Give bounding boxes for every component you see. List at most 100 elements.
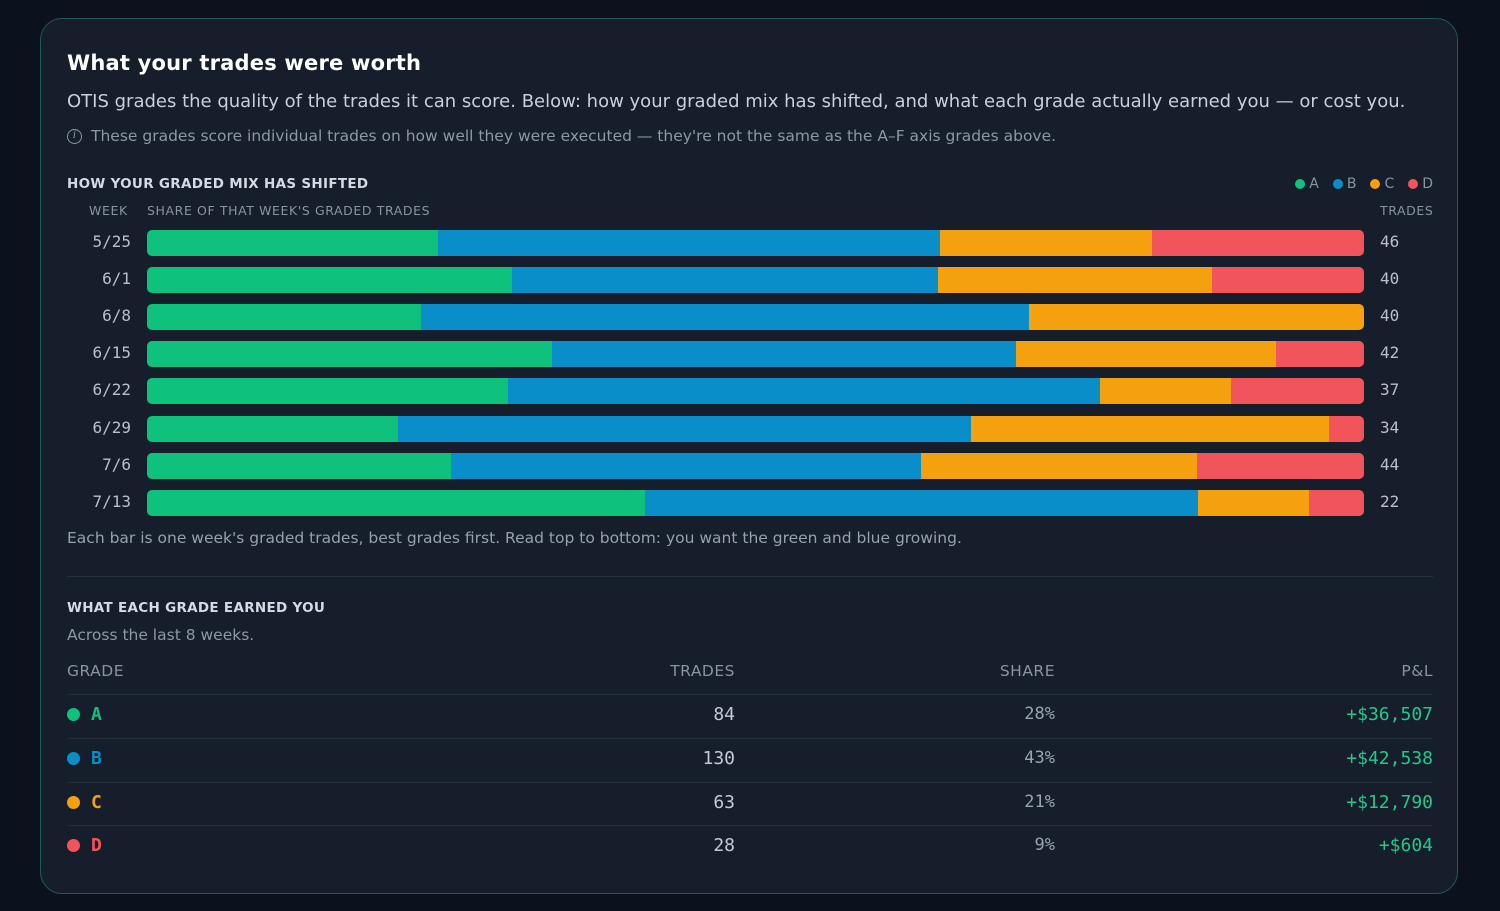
bar-segment-c <box>1099 378 1232 405</box>
header-share: SHARE <box>999 662 1055 680</box>
week-trade-count: 46 <box>1380 232 1400 251</box>
grade-label: C <box>91 791 102 813</box>
week-label: 6/1 <box>102 269 131 289</box>
grade-pnl: +$36,507 <box>1346 704 1433 725</box>
bar-segment-b <box>552 341 1016 368</box>
week-trade-count: 42 <box>1380 343 1400 363</box>
section-divider <box>67 576 1433 577</box>
week-label: 5/25 <box>92 232 131 251</box>
bar-segment-d <box>1328 415 1364 442</box>
bar-segment-d <box>1152 230 1364 256</box>
week-label: 6/22 <box>92 380 131 400</box>
col-week-label: WEEK <box>89 203 128 218</box>
grade-dot <box>67 751 80 765</box>
legend-item-b: B <box>1332 176 1357 192</box>
grade-label: D <box>91 835 102 857</box>
legend-dot-b <box>1332 179 1343 189</box>
bar-segment-c <box>1029 304 1364 331</box>
legend-label-c: C <box>1384 176 1395 192</box>
week-bar <box>147 489 1364 516</box>
legend-dot-a <box>1295 179 1306 189</box>
bar-segment-a <box>147 267 513 294</box>
legend-label-d: D <box>1422 176 1433 192</box>
week-bar <box>147 378 1364 405</box>
bar-segment-c <box>970 415 1329 442</box>
bar-segment-d <box>1231 378 1364 405</box>
grade-trades: 28 <box>713 835 735 857</box>
row-divider <box>67 694 1433 695</box>
bar-segment-b <box>397 415 971 442</box>
week-trade-count: 37 <box>1380 380 1400 400</box>
legend-dot-d <box>1408 179 1419 189</box>
week-bar <box>147 341 1364 368</box>
bar-segment-a <box>147 341 553 368</box>
earned-section-sub: Across the last 8 weeks. <box>67 626 255 644</box>
bar-segment-a <box>147 230 438 256</box>
header-trades: TRADES <box>670 662 735 680</box>
bar-segment-d <box>1211 267 1364 294</box>
grade-trades: 63 <box>713 791 735 813</box>
grade-trades: 84 <box>713 704 735 725</box>
grade-dot <box>67 839 80 853</box>
col-share-label: SHARE OF THAT WEEK'S GRADED TRADES <box>147 203 431 218</box>
week-trade-count: 44 <box>1380 454 1400 474</box>
week-label: 7/6 <box>102 454 131 474</box>
bar-segment-b <box>508 378 1100 405</box>
week-trade-count: 34 <box>1380 417 1400 437</box>
grade-cell: B <box>67 748 102 769</box>
grade-cell: A <box>67 704 102 725</box>
mix-section-label: How your graded mix has shifted <box>67 176 369 192</box>
grade-share: 43% <box>1024 747 1055 768</box>
grade-trades: 130 <box>702 747 735 769</box>
info-note-text: These grades score individual trades on … <box>91 127 1057 145</box>
week-label: 6/8 <box>102 306 131 326</box>
week-bar <box>147 452 1364 479</box>
bar-segment-a <box>147 304 421 331</box>
info-note: i These grades score individual trades o… <box>67 127 1056 145</box>
grade-dot <box>67 708 80 721</box>
week-bar <box>147 267 1364 294</box>
header-pnl: P&L <box>1401 662 1433 680</box>
bar-segment-b <box>512 267 939 294</box>
bar-segment-c <box>938 267 1212 294</box>
bar-segment-b <box>420 304 1030 331</box>
bar-segment-d <box>1309 489 1364 516</box>
bar-segment-b <box>437 230 941 256</box>
grade-cell: C <box>67 792 102 813</box>
grade-share: 9% <box>1034 835 1055 856</box>
row-divider <box>67 737 1433 739</box>
bar-segment-b <box>644 489 1199 516</box>
legend-item-c: C <box>1370 176 1394 192</box>
bar-segment-d <box>1197 452 1364 479</box>
grade-cell: D <box>67 835 102 856</box>
bar-segment-b <box>451 452 921 479</box>
bar-segment-d <box>1276 341 1364 368</box>
info-icon[interactable]: i <box>67 128 82 144</box>
grade-label: A <box>91 704 102 725</box>
bar-segment-a <box>147 489 645 516</box>
legend-label-a: A <box>1309 176 1319 192</box>
bar-segment-c <box>940 230 1153 256</box>
row-divider <box>67 781 1433 783</box>
card-title: What your trades were worth <box>67 51 422 75</box>
week-bar <box>147 304 1364 331</box>
bar-segment-c <box>1198 489 1310 516</box>
legend-item-d: D <box>1408 176 1433 192</box>
week-bar <box>147 415 1364 442</box>
week-label: 6/29 <box>92 417 131 437</box>
week-trade-count: 22 <box>1380 491 1400 511</box>
legend-label-b: B <box>1346 176 1357 192</box>
legend-item-a: A <box>1295 176 1319 192</box>
earned-section-label: What each grade earned you <box>67 600 326 616</box>
chart-caption: Each bar is one week's graded trades, be… <box>67 529 962 547</box>
card-subtitle: OTIS grades the quality of the trades it… <box>67 91 1406 112</box>
bar-segment-a <box>147 378 509 405</box>
grade-label: B <box>91 747 102 769</box>
trade-worth-card: What your trades were worth OTIS grades … <box>40 18 1458 894</box>
row-divider <box>67 825 1433 827</box>
week-label: 7/13 <box>92 491 131 511</box>
bar-segment-a <box>147 415 398 442</box>
grade-dot <box>67 795 80 809</box>
bar-segment-c <box>921 452 1198 479</box>
week-label: 6/15 <box>92 343 131 363</box>
